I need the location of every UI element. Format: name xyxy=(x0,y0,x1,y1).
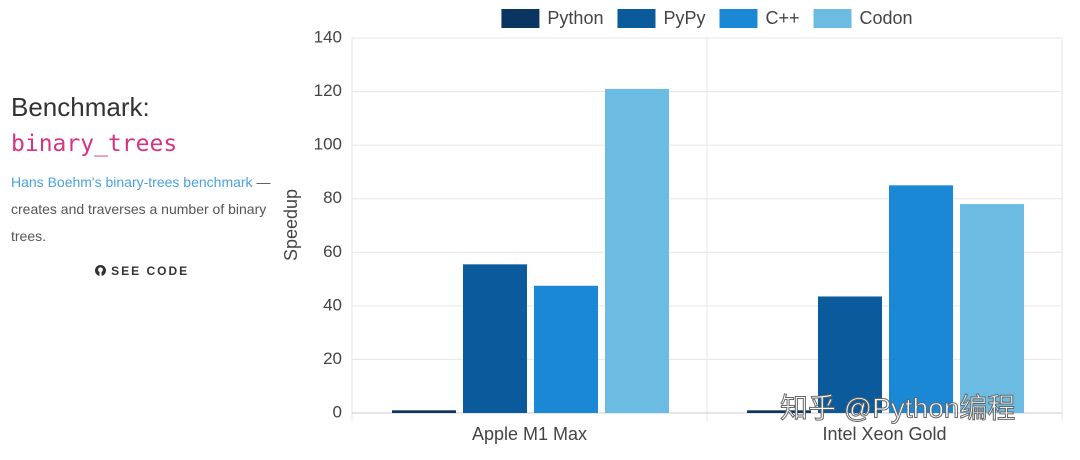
bar xyxy=(747,410,811,413)
benchmark-name: binary_trees xyxy=(11,131,178,157)
see-code-label: SEE CODE xyxy=(111,264,190,278)
legend-label: PyPy xyxy=(663,8,705,28)
y-tick-label: 60 xyxy=(323,242,342,261)
legend-label: Python xyxy=(547,8,603,28)
legend-label: C++ xyxy=(765,8,799,28)
y-tick-label: 40 xyxy=(323,295,342,314)
legend-swatch xyxy=(501,9,540,28)
y-tick-label: 0 xyxy=(333,402,342,421)
benchmark-link[interactable]: Hans Boehm's binary-trees benchmark xyxy=(11,174,253,190)
github-icon xyxy=(94,265,106,276)
bar xyxy=(605,88,669,414)
y-tick-label: 80 xyxy=(323,188,342,207)
legend-label: Codon xyxy=(860,8,913,28)
x-tick-label: Intel Xeon Gold xyxy=(822,424,946,444)
see-code-button[interactable]: SEE CODE xyxy=(11,264,273,278)
watermark: 知乎 @Python编程 xyxy=(780,392,1015,423)
y-tick-label: 20 xyxy=(323,349,342,368)
y-tick-label: 100 xyxy=(314,135,342,154)
legend-swatch xyxy=(719,9,758,28)
bar xyxy=(392,410,456,413)
y-axis-label: Speedup xyxy=(281,189,301,261)
y-tick-label: 140 xyxy=(314,27,342,46)
legend-swatch xyxy=(617,9,656,28)
bar xyxy=(818,296,882,413)
bar xyxy=(889,185,953,413)
description: — creates and traverses a number of bina… xyxy=(11,174,271,244)
sidebar: Benchmark: binary_trees Hans Boehm's bin… xyxy=(11,92,273,278)
description-block: Hans Boehm's binary-trees benchmark — cr… xyxy=(11,169,273,250)
heading: Benchmark: xyxy=(11,92,150,122)
bar xyxy=(463,264,527,413)
legend-swatch xyxy=(813,9,852,28)
bar xyxy=(534,285,598,413)
x-tick-label: Apple M1 Max xyxy=(472,424,587,444)
bar xyxy=(960,204,1024,413)
y-tick-label: 120 xyxy=(314,81,342,100)
